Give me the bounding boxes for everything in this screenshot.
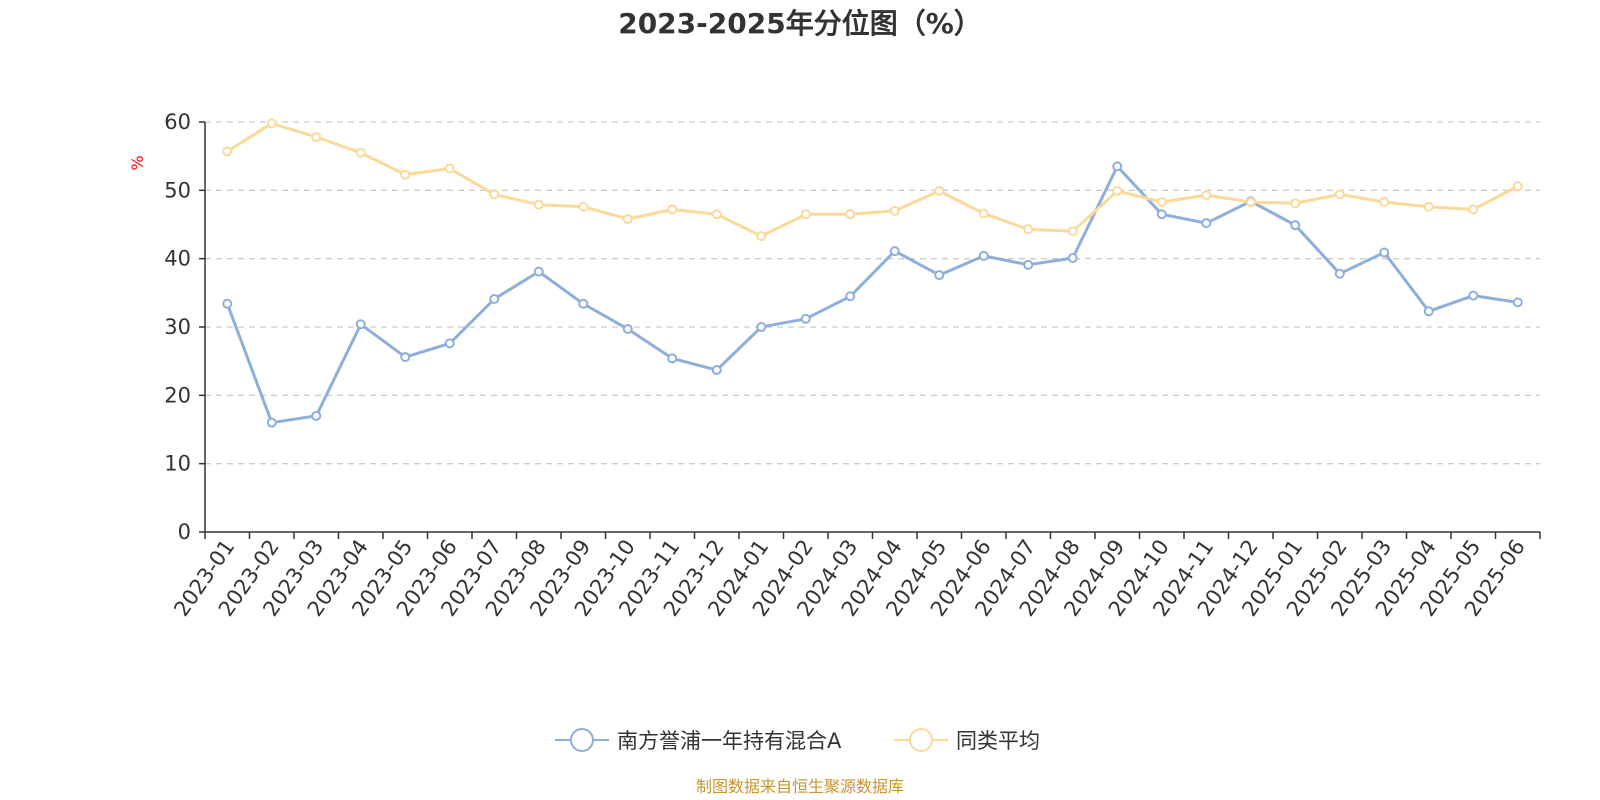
data-point (1468, 290, 1479, 301)
data-point (1334, 189, 1345, 200)
data-point (489, 189, 500, 200)
data-point (1067, 226, 1078, 237)
data-point (1423, 201, 1434, 212)
data-point (622, 324, 633, 335)
legend-label: 南方誉浦一年持有混合A (617, 729, 842, 753)
legend-marker (909, 728, 933, 752)
legend-item-1: 南方誉浦一年持有混合A (555, 728, 842, 753)
y-tick-label: 60 (164, 110, 191, 134)
data-point (756, 231, 767, 242)
y-tick-label: 10 (164, 452, 191, 476)
data-point (800, 313, 811, 324)
data-point (889, 205, 900, 216)
data-point (266, 417, 277, 428)
y-tick-label: 0 (178, 520, 191, 544)
data-point (978, 208, 989, 219)
legend: 南方誉浦一年持有混合A 同类平均 (555, 728, 1040, 753)
data-point (578, 298, 589, 309)
data-point (311, 410, 322, 421)
data-point (400, 352, 411, 363)
data-point (1112, 186, 1123, 197)
data-point (1023, 259, 1034, 270)
data-point (533, 266, 544, 277)
data-point (1201, 190, 1212, 201)
data-point (311, 132, 322, 143)
data-point (1067, 252, 1078, 263)
data-point (1512, 181, 1523, 192)
data-point (1468, 204, 1479, 215)
data-point (1156, 196, 1167, 207)
series-lines (222, 118, 1523, 428)
y-tick-label: 20 (164, 383, 191, 407)
data-point (222, 146, 233, 157)
data-point (533, 199, 544, 210)
data-point (1201, 218, 1212, 229)
series-1 (222, 161, 1523, 428)
y-tick-label: 30 (164, 315, 191, 339)
gridlines (205, 121, 1540, 465)
data-point (756, 322, 767, 332)
data-point (489, 293, 500, 304)
data-point (667, 353, 678, 364)
data-point (711, 209, 722, 220)
data-point (266, 118, 277, 129)
axes: 01020304050602023-012023-022023-032023-0… (164, 110, 1541, 621)
data-point (978, 250, 989, 261)
legend-item-2: 同类平均 (894, 728, 1040, 753)
data-point (1334, 268, 1345, 279)
y-tick-label: 40 (164, 247, 191, 271)
data-point (578, 201, 589, 212)
data-point (1156, 209, 1167, 220)
y-tick-label: 50 (164, 178, 191, 202)
data-point (845, 209, 856, 220)
data-point (845, 291, 856, 302)
data-point (934, 186, 945, 197)
data-point (400, 169, 411, 180)
data-point (355, 319, 366, 330)
data-point (1290, 220, 1301, 231)
data-point (1112, 161, 1123, 172)
data-point (800, 209, 811, 220)
data-point (934, 270, 945, 281)
data-point (1512, 297, 1523, 308)
data-point (1245, 196, 1256, 207)
source-note: 制图数据来自恒生聚源数据库 (696, 777, 904, 796)
data-point (622, 214, 633, 225)
data-point (1379, 247, 1390, 258)
data-point (889, 246, 900, 257)
data-point (1023, 224, 1034, 235)
data-point (667, 204, 678, 215)
data-point (711, 365, 722, 376)
data-point (222, 298, 233, 309)
data-point (444, 338, 455, 349)
data-point (1290, 198, 1301, 209)
series-2 (222, 118, 1523, 242)
data-point (1379, 196, 1390, 207)
series-line (225, 121, 1520, 238)
series-line (225, 164, 1520, 425)
legend-marker (570, 728, 594, 752)
chart-title: 2023-2025年分位图（%） (618, 7, 982, 40)
legend-label: 同类平均 (956, 729, 1040, 753)
data-point (1423, 306, 1434, 317)
data-point (444, 163, 455, 174)
y-axis-unit-label: % (128, 155, 147, 170)
data-point (355, 147, 366, 158)
